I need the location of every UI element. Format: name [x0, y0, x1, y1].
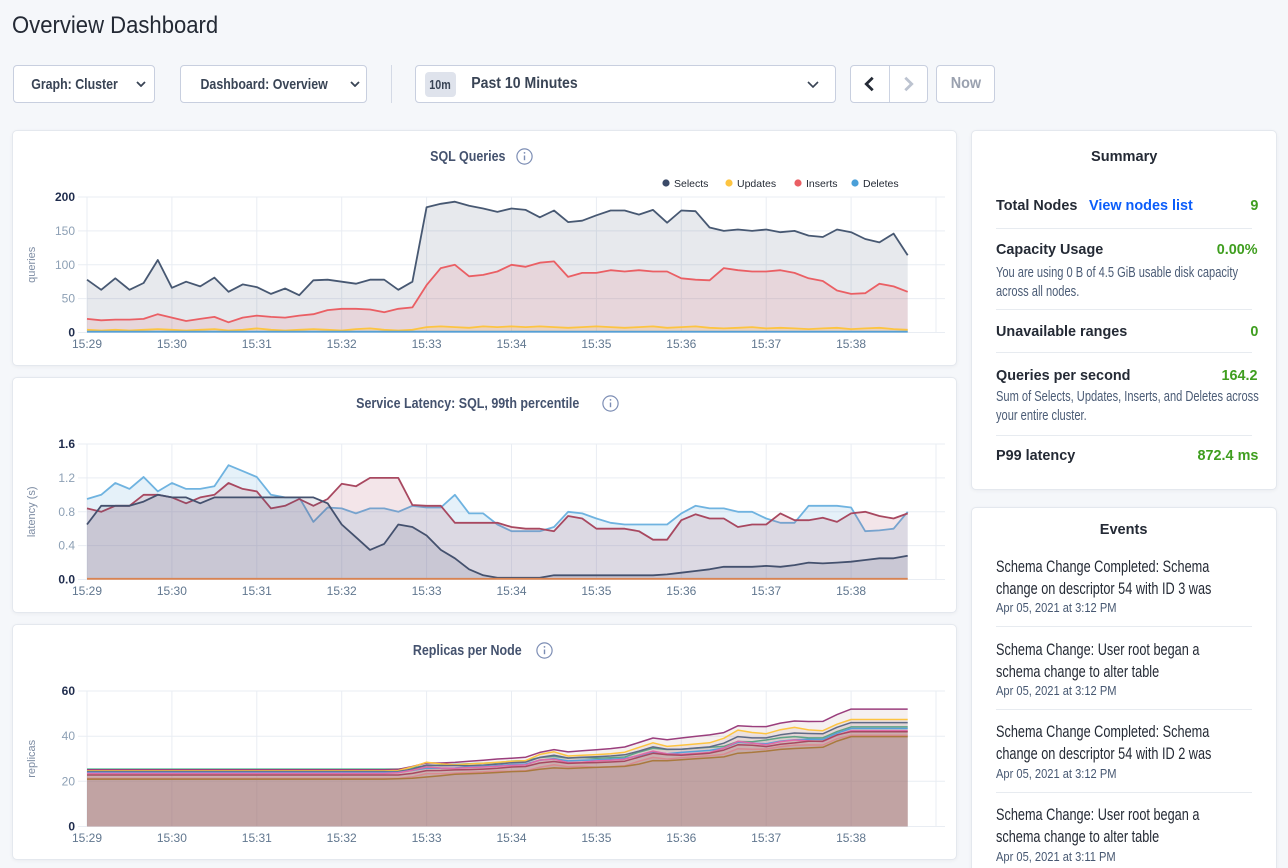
svg-text:latency (s): latency (s)	[26, 486, 38, 537]
svg-text:15:30: 15:30	[157, 831, 187, 845]
svg-text:15:38: 15:38	[836, 337, 866, 351]
svg-text:15:36: 15:36	[666, 584, 696, 598]
svg-text:15:33: 15:33	[412, 337, 442, 351]
svg-text:15:30: 15:30	[157, 584, 187, 598]
svg-text:Inserts: Inserts	[806, 178, 838, 190]
svg-text:100: 100	[55, 258, 75, 272]
svg-text:1.2: 1.2	[58, 471, 75, 485]
svg-text:replicas: replicas	[26, 739, 38, 777]
svg-text:Deletes: Deletes	[863, 178, 899, 190]
svg-text:15:32: 15:32	[327, 584, 357, 598]
svg-text:15:33: 15:33	[412, 831, 442, 845]
svg-text:15:34: 15:34	[496, 337, 526, 351]
svg-text:60: 60	[62, 684, 76, 698]
svg-text:Updates: Updates	[737, 178, 776, 190]
svg-text:0.0: 0.0	[58, 573, 75, 587]
svg-text:15:33: 15:33	[412, 584, 442, 598]
svg-text:40: 40	[62, 729, 76, 743]
svg-text:15:32: 15:32	[327, 337, 357, 351]
svg-text:15:37: 15:37	[751, 584, 781, 598]
svg-text:15:34: 15:34	[496, 584, 526, 598]
svg-text:1.6: 1.6	[58, 437, 75, 451]
svg-text:0: 0	[68, 820, 75, 834]
svg-text:0.8: 0.8	[58, 505, 75, 519]
svg-text:15:30: 15:30	[157, 337, 187, 351]
svg-text:15:36: 15:36	[666, 831, 696, 845]
svg-text:15:29: 15:29	[72, 584, 102, 598]
svg-text:20: 20	[62, 774, 76, 788]
svg-text:15:35: 15:35	[581, 337, 611, 351]
svg-text:15:36: 15:36	[666, 337, 696, 351]
svg-text:0: 0	[68, 326, 75, 340]
svg-text:15:38: 15:38	[836, 831, 866, 845]
svg-text:15:35: 15:35	[581, 584, 611, 598]
svg-text:0.4: 0.4	[58, 539, 75, 553]
svg-text:15:32: 15:32	[327, 831, 357, 845]
svg-text:15:38: 15:38	[836, 584, 866, 598]
svg-text:15:37: 15:37	[751, 337, 781, 351]
svg-text:15:29: 15:29	[72, 337, 102, 351]
svg-text:queries: queries	[26, 246, 38, 283]
svg-text:15:37: 15:37	[751, 831, 781, 845]
svg-text:50: 50	[62, 292, 76, 306]
svg-text:150: 150	[55, 224, 75, 238]
svg-text:200: 200	[55, 190, 75, 204]
svg-text:Selects: Selects	[674, 178, 708, 190]
svg-text:15:29: 15:29	[72, 831, 102, 845]
svg-text:15:31: 15:31	[242, 831, 272, 845]
svg-text:15:35: 15:35	[581, 831, 611, 845]
svg-text:15:31: 15:31	[242, 337, 272, 351]
svg-text:15:31: 15:31	[242, 584, 272, 598]
svg-text:15:34: 15:34	[496, 831, 526, 845]
